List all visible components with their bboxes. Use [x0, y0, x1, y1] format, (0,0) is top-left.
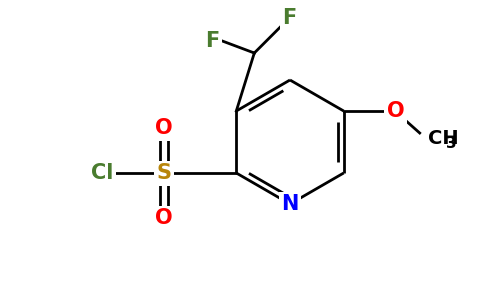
Text: F: F	[205, 31, 219, 51]
Text: O: O	[155, 118, 173, 138]
Text: S: S	[157, 163, 172, 183]
Text: N: N	[281, 194, 299, 214]
Text: O: O	[387, 101, 405, 121]
Text: O: O	[155, 208, 173, 228]
Text: CH: CH	[428, 130, 458, 148]
Text: 3: 3	[446, 136, 456, 151]
Text: Cl: Cl	[91, 163, 113, 183]
Text: F: F	[282, 8, 296, 28]
